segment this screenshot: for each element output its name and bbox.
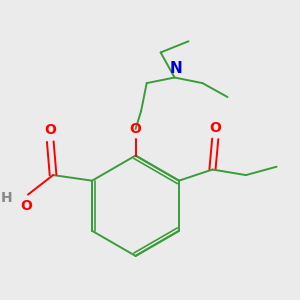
Text: O: O xyxy=(44,124,56,137)
Text: O: O xyxy=(21,199,32,213)
Text: O: O xyxy=(130,122,142,136)
Text: N: N xyxy=(169,61,182,76)
Text: O: O xyxy=(209,121,221,135)
Text: H: H xyxy=(1,191,13,205)
